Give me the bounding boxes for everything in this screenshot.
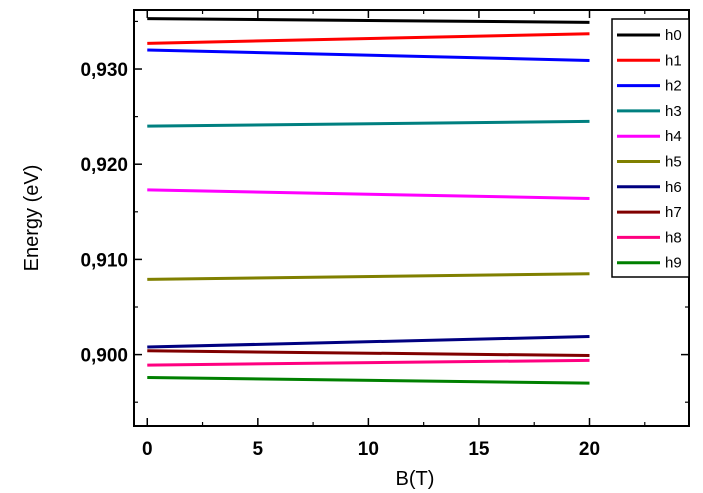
legend-label-h5: h5 (665, 154, 682, 171)
legend-label-h3: h3 (665, 103, 682, 120)
legend-label-h1: h1 (665, 52, 682, 69)
x-tick-label: 20 (579, 439, 600, 460)
y-tick-label: 0,900 (80, 346, 128, 367)
series-line-h4 (147, 188, 590, 200)
legend-box (611, 18, 690, 278)
x-tick-label: 0 (142, 439, 153, 460)
legend: h0 h1 h2 h3 h4 h5 h6 h7 h8 h9 (611, 18, 690, 278)
y-axis-ticks: 0,900 0,910 0,920 0,930 (80, 20, 689, 403)
x-axis-title: B(T) (396, 468, 435, 490)
x-axis-ticks: 0 5 10 15 20 (142, 10, 646, 460)
series-layer (147, 17, 590, 385)
y-tick-label: 0,920 (80, 155, 128, 176)
x-tick-label: 10 (358, 439, 379, 460)
series-line-h7 (147, 349, 590, 358)
x-tick-label: 5 (253, 439, 264, 460)
series-line-h9 (147, 375, 590, 385)
legend-label-h7: h7 (665, 204, 682, 221)
series-line-h6 (147, 335, 590, 349)
legend-label-h6: h6 (665, 179, 682, 196)
legend-label-h9: h9 (665, 255, 682, 272)
series-line-h3 (147, 119, 590, 128)
series-line-h5 (147, 272, 590, 281)
series-line-h2 (147, 48, 590, 62)
series-line-h8 (147, 358, 590, 367)
y-tick-label: 0,930 (80, 60, 128, 81)
y-axis-title: Energy (eV) (21, 165, 43, 272)
legend-label-h0: h0 (665, 27, 682, 44)
y-tick-label: 0,910 (80, 250, 128, 271)
x-tick-label: 15 (468, 439, 490, 460)
legend-label-h4: h4 (665, 128, 682, 145)
legend-label-h8: h8 (665, 229, 682, 246)
legend-label-h2: h2 (665, 78, 682, 95)
series-line-h0 (147, 17, 590, 24)
series-line-h1 (147, 32, 590, 45)
